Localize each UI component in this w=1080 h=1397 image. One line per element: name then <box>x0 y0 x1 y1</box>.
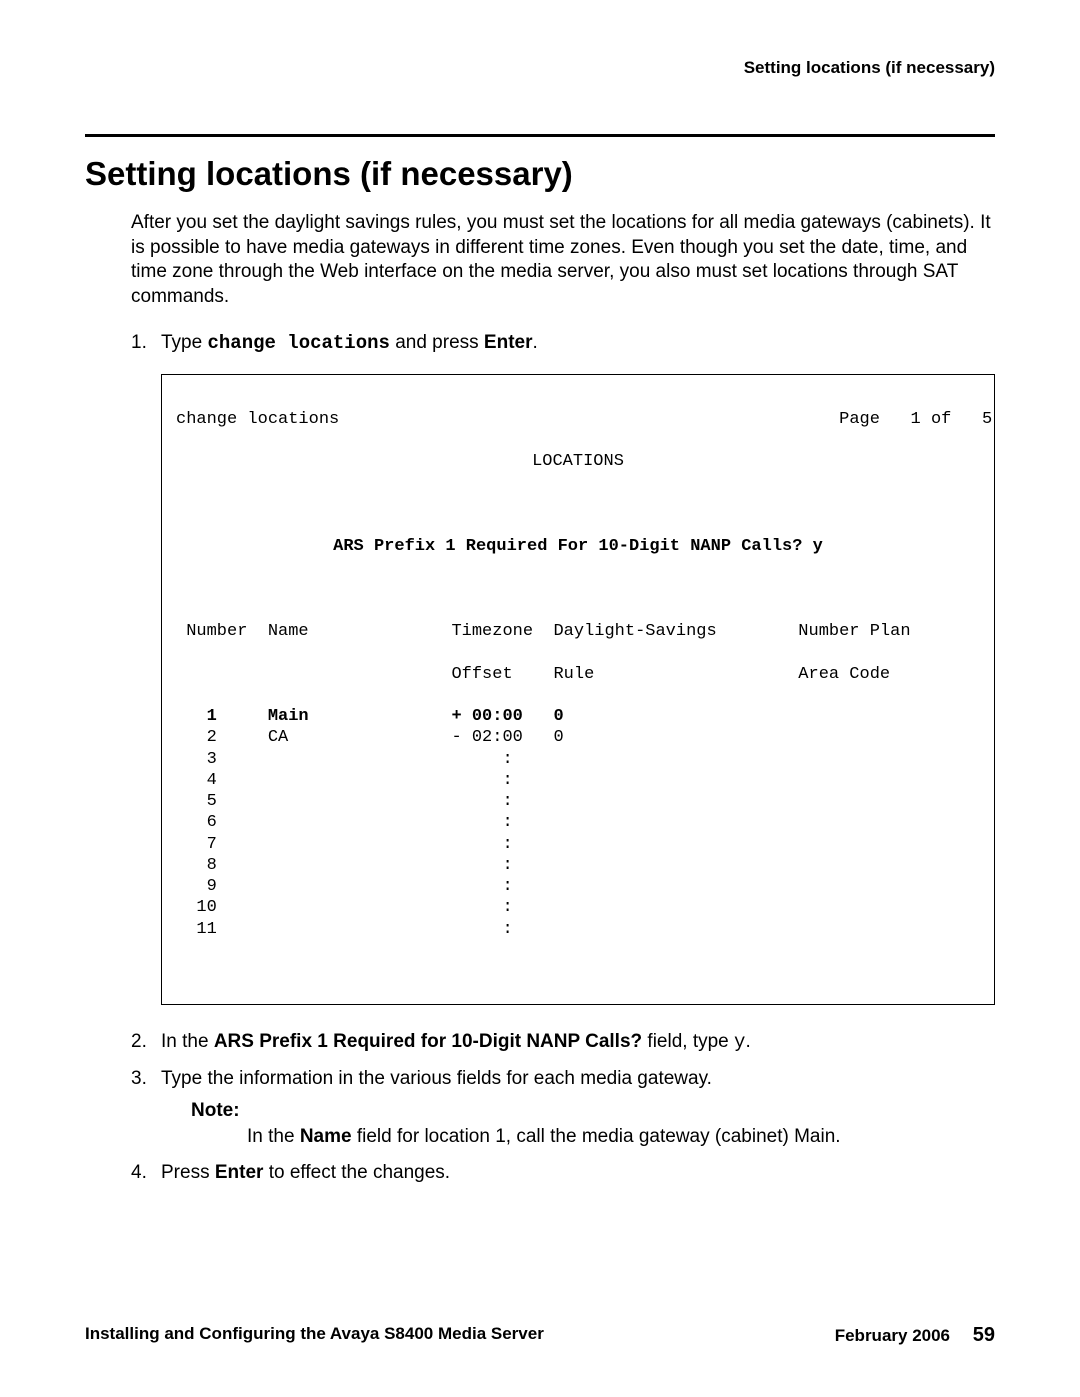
note-part: In the <box>247 1126 300 1147</box>
step-text: Type the information in the various fiel… <box>161 1068 712 1089</box>
note-block: Note: In the Name field for location 1, … <box>191 1098 995 1150</box>
terminal-col-header-2: Offset Rule Area Code <box>176 664 980 685</box>
step-text: field, type <box>642 1031 734 1052</box>
step-text: In the <box>161 1031 214 1052</box>
terminal-row: 3 : <box>176 749 980 770</box>
terminal-screen: change locations Page 1 of 5 LOCATIONS A… <box>161 374 995 1005</box>
key-name: Enter <box>215 1162 264 1183</box>
page: Setting locations (if necessary) Setting… <box>0 0 1080 1397</box>
step-text: . <box>533 332 538 353</box>
terminal-col-header-1: Number Name Timezone Daylight-Savings Nu… <box>176 621 980 642</box>
section-title: Setting locations (if necessary) <box>85 155 995 193</box>
terminal-row: 4 : <box>176 770 980 791</box>
footer-page-number: 59 <box>973 1324 995 1346</box>
terminal-title: LOCATIONS <box>176 451 980 472</box>
step-text: Press <box>161 1162 215 1183</box>
step-4: 4. Press Enter to effect the changes. <box>131 1160 995 1186</box>
step-3: 3. Type the information in the various f… <box>131 1066 995 1150</box>
terminal-spacer <box>339 410 839 429</box>
terminal-title-text: LOCATIONS <box>532 452 624 471</box>
step-1: 1. Type change locations and press Enter… <box>131 330 995 1006</box>
terminal-row: 8 : <box>176 855 980 876</box>
step-text: Type <box>161 332 207 353</box>
step-text: and press <box>390 332 484 353</box>
terminal-row: 9 : <box>176 876 980 897</box>
step-number: 4. <box>131 1160 147 1186</box>
terminal-blank <box>176 579 980 600</box>
footer-doc-title: Installing and Configuring the Avaya S84… <box>85 1324 544 1343</box>
input-value: y <box>734 1031 745 1053</box>
field-name: ARS Prefix 1 Required for 10-Digit NANP … <box>214 1031 642 1052</box>
terminal-ars-line: ARS Prefix 1 Required For 10-Digit NANP … <box>176 536 980 557</box>
terminal-row: 7 : <box>176 834 980 855</box>
terminal-blank <box>176 494 980 515</box>
terminal-rows: 1 Main + 00:00 0 2 CA - 02:00 0 3 : 4 : … <box>176 706 980 940</box>
command-text: change locations <box>207 332 389 354</box>
terminal-header-line: change locations Page 1 of 5 <box>176 409 980 430</box>
note-part: field for location 1, call the media gat… <box>352 1126 841 1147</box>
step-number: 3. <box>131 1066 147 1092</box>
terminal-row: 1 Main + 00:00 0 <box>176 706 980 727</box>
step-2: 2. In the ARS Prefix 1 Required for 10-D… <box>131 1029 995 1056</box>
body: After you set the daylight savings rules… <box>131 211 995 310</box>
terminal-row: 11 : <box>176 919 980 940</box>
footer-date: February 2006 <box>835 1326 950 1345</box>
terminal-row: 5 : <box>176 791 980 812</box>
step-text: to effect the changes. <box>263 1162 450 1183</box>
intro-paragraph: After you set the daylight savings rules… <box>131 211 995 310</box>
footer-right: February 2006 59 <box>835 1324 995 1347</box>
running-header: Setting locations (if necessary) <box>85 58 995 78</box>
key-name: Enter <box>484 332 533 353</box>
note-bold: Name <box>300 1126 352 1147</box>
terminal-page-indicator: Page 1 of 5 <box>839 410 992 429</box>
terminal-command: change locations <box>176 410 339 429</box>
note-text: In the Name field for location 1, call t… <box>247 1125 995 1150</box>
step-number: 1. <box>131 330 147 356</box>
terminal-row: 10 : <box>176 897 980 918</box>
terminal-ars-text: ARS Prefix 1 Required For 10-Digit NANP … <box>333 537 823 556</box>
terminal-row: 2 CA - 02:00 0 <box>176 727 980 748</box>
note-label: Note: <box>191 1098 995 1124</box>
page-footer: Installing and Configuring the Avaya S84… <box>85 1324 995 1347</box>
step-text: . <box>745 1031 750 1052</box>
step-number: 2. <box>131 1029 147 1055</box>
terminal-row: 6 : <box>176 812 980 833</box>
steps-list: 1. Type change locations and press Enter… <box>131 330 995 1186</box>
horizontal-rule <box>85 134 995 137</box>
